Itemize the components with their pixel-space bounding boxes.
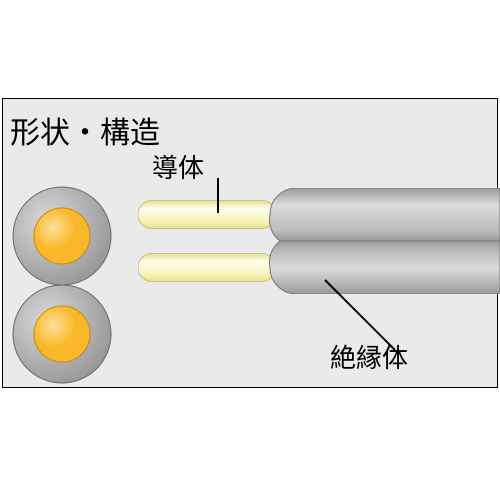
conductor-label: 導体 bbox=[152, 148, 204, 185]
diagram-title: 形状・構造 bbox=[10, 108, 160, 152]
cable-side-view bbox=[138, 188, 500, 294]
conductor-leader-line bbox=[217, 178, 221, 213]
cable-cross-section bbox=[12, 186, 112, 384]
insulator-leader-line bbox=[325, 280, 397, 352]
